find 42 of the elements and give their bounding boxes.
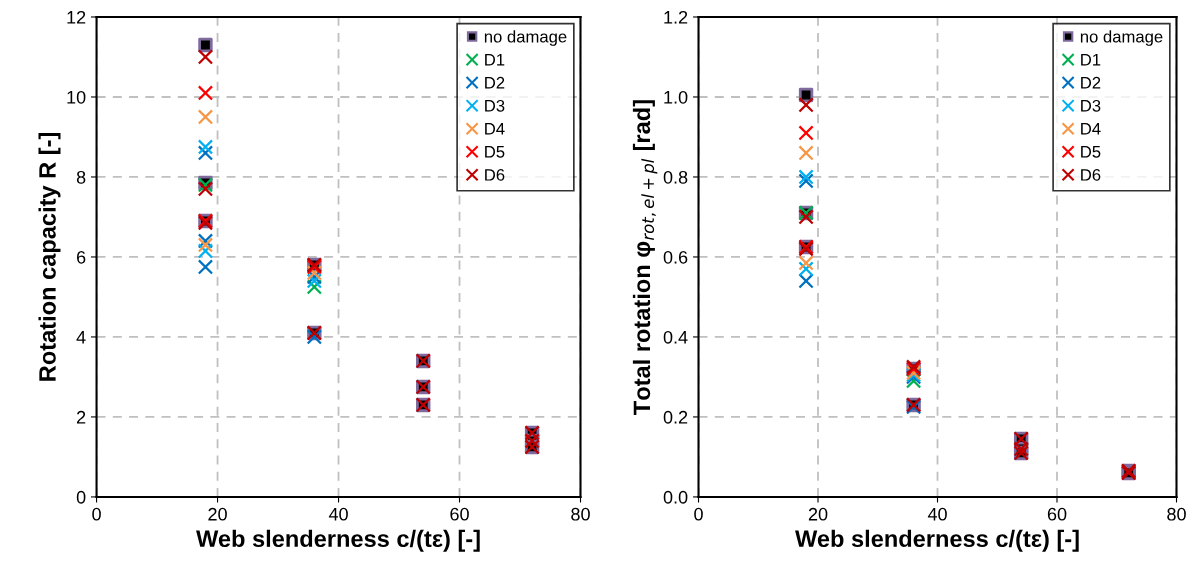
x-tick-label: 20 xyxy=(208,507,227,521)
y-axis-title: Rotation capacity R [-] xyxy=(38,133,61,381)
y-tick-label: 1.2 xyxy=(664,10,688,24)
y-tick-label: 12 xyxy=(67,10,86,24)
x-tick-label: 60 xyxy=(450,507,469,521)
y-tick-label: 4 xyxy=(76,331,86,344)
y-tick-label: 0.8 xyxy=(663,170,688,184)
legend-label: D5 xyxy=(485,146,505,158)
y-tick-label: 2 xyxy=(77,410,86,424)
y-tick-label: 0.4 xyxy=(663,330,688,344)
y-tick-label: 6 xyxy=(77,250,86,264)
y-tick-label: 0.0 xyxy=(663,490,688,504)
x-tick-label: 20 xyxy=(808,507,828,521)
y-tick-label: 1.0 xyxy=(664,90,688,104)
x-tick-label: 40 xyxy=(328,507,348,521)
x-tick-label: 40 xyxy=(927,507,947,521)
legend-label: D4 xyxy=(485,123,505,135)
y-axis-title: Total rotation φ$_{rot,el+pl}$ [rad] xyxy=(632,100,658,415)
x-axis-title: Web slenderness c/(tε) [-] xyxy=(196,529,480,552)
x-axis-title: Web slenderness c/(tε) [-] xyxy=(795,529,1079,552)
legend-label: D3 xyxy=(485,99,505,112)
y-tick-label: 0.2 xyxy=(663,410,688,424)
legend-label: D1 xyxy=(485,53,505,66)
legend-label: D4 xyxy=(1081,123,1101,135)
legend-label: no damage xyxy=(484,30,567,46)
legend-label: D1 xyxy=(1081,53,1101,66)
y-tick-label: 10 xyxy=(67,90,86,104)
x-tick-label: 60 xyxy=(1047,507,1067,521)
legend-label: D3 xyxy=(1081,99,1101,112)
legend-label: D2 xyxy=(485,76,505,89)
legend-label: D6 xyxy=(1081,168,1101,181)
legend-label: D5 xyxy=(1081,146,1101,158)
x-tick-label: 0 xyxy=(92,507,101,521)
y-tick-label: 0.6 xyxy=(663,250,688,264)
legend-label: D2 xyxy=(1081,76,1101,89)
legend-label: D6 xyxy=(485,168,505,181)
y-tick-label: 8 xyxy=(76,170,86,184)
x-tick-label: 80 xyxy=(571,507,590,521)
x-tick-label: 80 xyxy=(1167,507,1186,521)
x-tick-label: 0 xyxy=(694,507,703,521)
y-tick-label: 0 xyxy=(76,490,86,504)
legend-label: no damage xyxy=(1080,30,1163,46)
